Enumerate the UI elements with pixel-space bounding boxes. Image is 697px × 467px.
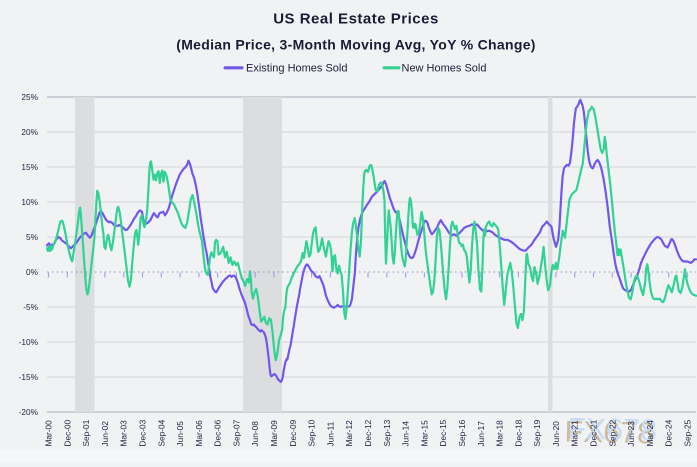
svg-text:Jun-08: Jun-08 <box>250 421 260 447</box>
svg-text:Sep-25: Sep-25 <box>683 419 693 446</box>
svg-text:Mar-03: Mar-03 <box>119 420 129 447</box>
svg-text:Dec-21: Dec-21 <box>589 419 599 446</box>
svg-text:Sep-04: Sep-04 <box>156 419 166 446</box>
svg-text:10%: 10% <box>21 197 38 207</box>
svg-text:Mar-00: Mar-00 <box>44 420 54 447</box>
svg-text:0%: 0% <box>26 267 39 277</box>
svg-text:Mar-09: Mar-09 <box>269 420 279 447</box>
svg-text:Jun-23: Jun-23 <box>626 421 636 447</box>
svg-text:Dec-18: Dec-18 <box>513 419 523 446</box>
svg-text:15%: 15% <box>21 162 38 172</box>
svg-text:Mar-24: Mar-24 <box>645 420 655 447</box>
svg-text:Sep-22: Sep-22 <box>607 419 617 446</box>
svg-text:-15%: -15% <box>19 372 39 382</box>
svg-text:Dec-06: Dec-06 <box>213 419 223 446</box>
svg-text:-10%: -10% <box>19 337 39 347</box>
svg-text:Jun-14: Jun-14 <box>401 421 411 447</box>
svg-text:Existing Homes Sold: Existing Homes Sold <box>246 63 348 75</box>
svg-text:25%: 25% <box>21 92 38 102</box>
svg-text:New Homes Sold: New Homes Sold <box>402 63 487 75</box>
svg-text:Jun-05: Jun-05 <box>175 421 185 447</box>
svg-text:Dec-00: Dec-00 <box>62 419 72 446</box>
svg-text:US Real Estate Prices: US Real Estate Prices <box>273 11 439 28</box>
svg-text:Sep-01: Sep-01 <box>81 419 91 446</box>
svg-text:-5%: -5% <box>23 302 38 312</box>
svg-text:Sep-13: Sep-13 <box>382 419 392 446</box>
svg-text:FX678: FX678 <box>567 413 657 448</box>
svg-text:Dec-15: Dec-15 <box>438 419 448 446</box>
svg-text:Sep-07: Sep-07 <box>231 419 241 446</box>
svg-text:Dec-09: Dec-09 <box>288 419 298 446</box>
svg-text:Sep-19: Sep-19 <box>532 419 542 446</box>
svg-text:5%: 5% <box>26 232 39 242</box>
svg-text:Sep-10: Sep-10 <box>307 419 317 446</box>
svg-text:Sep-16: Sep-16 <box>457 419 467 446</box>
svg-text:Mar-21: Mar-21 <box>570 420 580 447</box>
svg-text:Jun-20: Jun-20 <box>551 421 561 447</box>
svg-text:-20%: -20% <box>19 407 39 417</box>
svg-text:Mar-06: Mar-06 <box>194 420 204 447</box>
svg-text:Mar-15: Mar-15 <box>419 420 429 447</box>
svg-text:Mar-12: Mar-12 <box>344 420 354 447</box>
svg-text:Jun-11: Jun-11 <box>325 421 335 446</box>
svg-text:Mar-18: Mar-18 <box>495 420 505 447</box>
svg-text:(Median Price, 3-Month Moving: (Median Price, 3-Month Moving Avg, YoY %… <box>176 37 536 53</box>
svg-text:Jun-17: Jun-17 <box>476 421 486 447</box>
svg-text:Dec-24: Dec-24 <box>664 419 674 446</box>
svg-text:Dec-12: Dec-12 <box>363 419 373 446</box>
svg-text:20%: 20% <box>21 127 38 137</box>
svg-text:Dec-03: Dec-03 <box>138 419 148 446</box>
svg-text:Jun-02: Jun-02 <box>100 421 110 447</box>
svg-text:FX678: FX678 <box>564 415 654 450</box>
